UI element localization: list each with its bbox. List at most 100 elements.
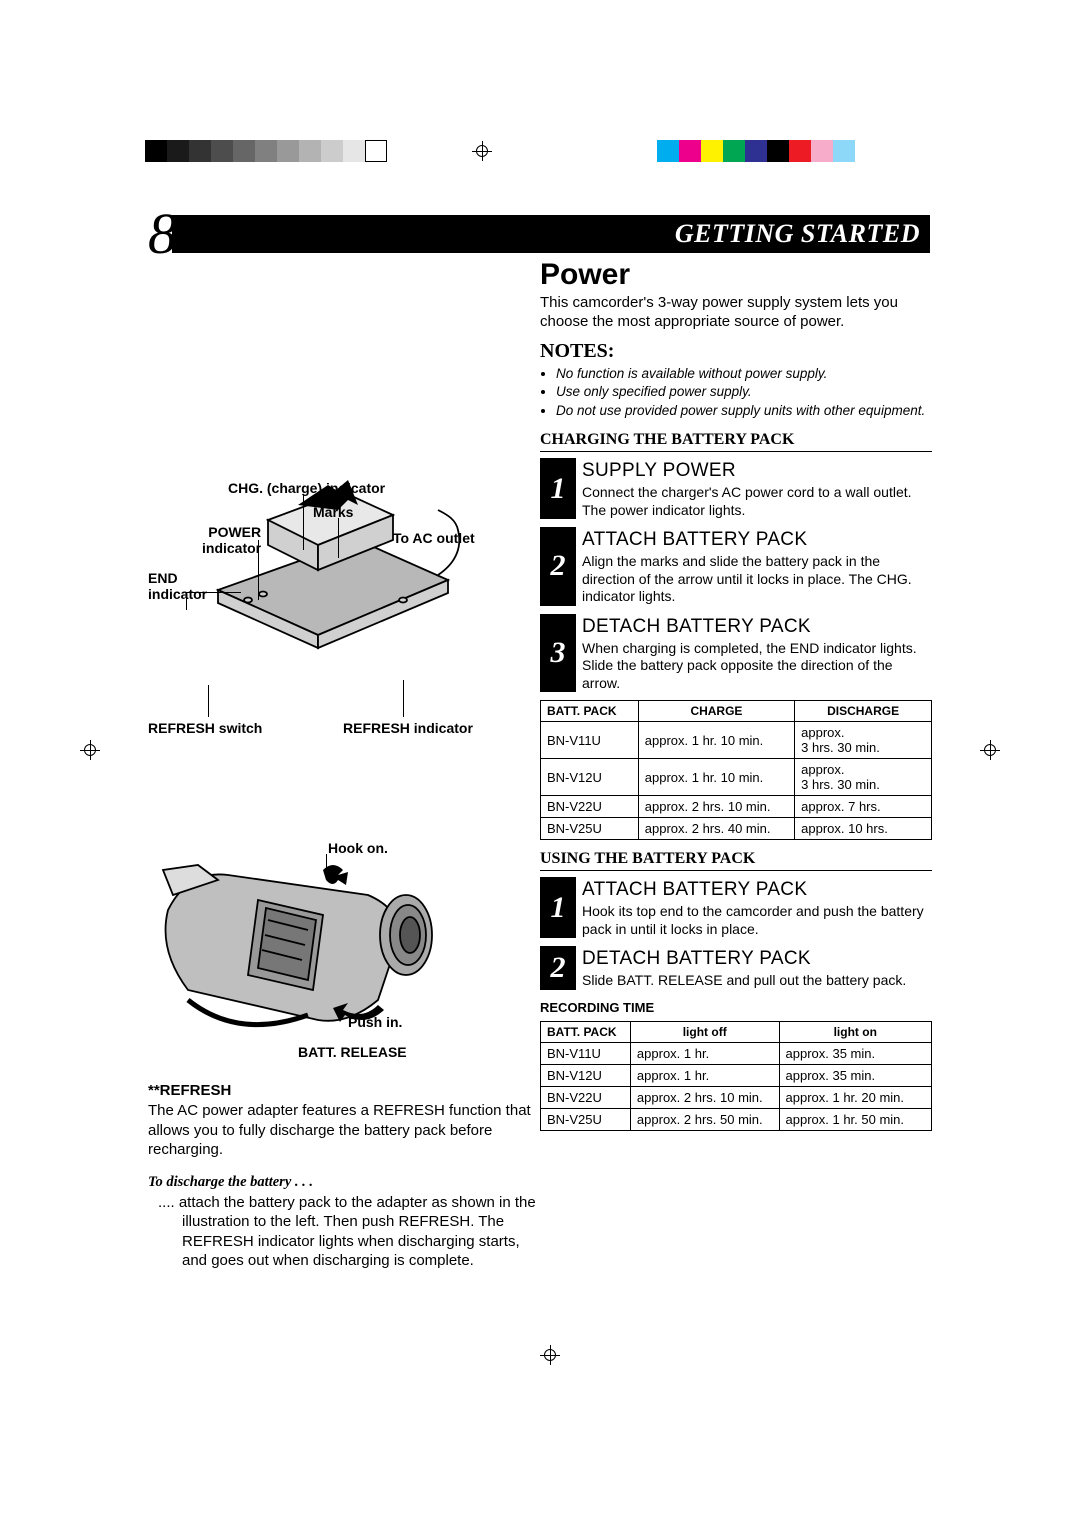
subheading-charging: CHARGING THE BATTERY PACK bbox=[540, 431, 932, 452]
step: 2 DETACH BATTERY PACK Slide BATT. RELEASE … bbox=[540, 946, 932, 990]
note-item: Use only specified power supply. bbox=[556, 383, 932, 402]
page-title: Power bbox=[540, 258, 932, 292]
table-cell: approx.3 hrs. 30 min. bbox=[795, 722, 932, 759]
step-text: Connect the charger's AC power cord to a… bbox=[582, 484, 932, 519]
note-item: Do not use provided power supply units w… bbox=[556, 402, 932, 421]
step-number: 1 bbox=[540, 877, 576, 938]
table-cell: BN-V11U bbox=[541, 722, 639, 759]
label-chg-indicator: CHG. (charge) indicator bbox=[228, 480, 385, 496]
label-batt-release: BATT. RELEASE bbox=[298, 1044, 407, 1060]
swatch bbox=[657, 140, 679, 162]
table-cell: approx.3 hrs. 30 min. bbox=[795, 759, 932, 796]
swatch bbox=[299, 140, 321, 162]
step-title: DETACH BATTERY PACK bbox=[582, 616, 932, 638]
crosshair-icon bbox=[980, 740, 1000, 760]
recording-time-table: BATT. PACKlight offlight onBN-V11Uapprox… bbox=[540, 1021, 932, 1131]
table-cell: approx. 10 hrs. bbox=[795, 818, 932, 840]
step-number: 3 bbox=[540, 614, 576, 693]
table-header: light off bbox=[630, 1021, 779, 1042]
table-cell: BN-V22U bbox=[541, 1086, 631, 1108]
step-text: When charging is completed, the END indi… bbox=[582, 640, 932, 693]
table-cell: BN-V12U bbox=[541, 1064, 631, 1086]
step-number: 1 bbox=[540, 458, 576, 519]
label-marks: Marks bbox=[313, 504, 353, 520]
camcorder-diagram: Hook on. Push in. BATT. RELEASE bbox=[148, 840, 538, 1070]
recording-time-caption: RECORDING TIME bbox=[540, 1000, 932, 1015]
step-title: ATTACH BATTERY PACK bbox=[582, 879, 932, 901]
note-item: No function is available without power s… bbox=[556, 365, 932, 384]
swatch bbox=[255, 140, 277, 162]
table-cell: approx. 7 hrs. bbox=[795, 796, 932, 818]
step: 1 SUPPLY POWERConnect the charger's AC po… bbox=[540, 458, 932, 519]
label-ac-outlet: To AC outlet bbox=[393, 530, 475, 546]
table-row: BN-V11Uapprox. 1 hr. 10 min.approx.3 hrs… bbox=[541, 722, 932, 759]
table-row: BN-V22Uapprox. 2 hrs. 10 min.approx. 7 h… bbox=[541, 796, 932, 818]
discharge-text: .... attach the battery pack to the adap… bbox=[182, 1193, 540, 1271]
table-cell: approx. 1 hr. 50 min. bbox=[779, 1108, 932, 1130]
swatch bbox=[167, 140, 189, 162]
swatch bbox=[723, 140, 745, 162]
table-row: BN-V11Uapprox. 1 hr.approx. 35 min. bbox=[541, 1042, 932, 1064]
left-column: CHG. (charge) indicator Marks POWER indi… bbox=[148, 410, 540, 1271]
swatch bbox=[789, 140, 811, 162]
swatch bbox=[365, 140, 387, 162]
charge-table: BATT. PACKCHARGEDISCHARGEBN-V11Uapprox. … bbox=[540, 700, 932, 840]
table-cell: approx. 2 hrs. 10 min. bbox=[630, 1086, 779, 1108]
table-header: CHARGE bbox=[638, 701, 794, 722]
table-header: BATT. PACK bbox=[541, 1021, 631, 1042]
table-cell: BN-V11U bbox=[541, 1042, 631, 1064]
table-row: BN-V12Uapprox. 1 hr.approx. 35 min. bbox=[541, 1064, 932, 1086]
step-number: 2 bbox=[540, 527, 576, 606]
table-header: BATT. PACK bbox=[541, 701, 639, 722]
table-cell: approx. 35 min. bbox=[779, 1042, 932, 1064]
step-text: Align the marks and slide the battery pa… bbox=[582, 553, 932, 606]
charger-diagram: CHG. (charge) indicator Marks POWER indi… bbox=[148, 480, 538, 760]
table-cell: approx. 2 hrs. 50 min. bbox=[630, 1108, 779, 1130]
step-text: Slide BATT. RELEASE and pull out the bat… bbox=[582, 972, 932, 990]
step-number: 2 bbox=[540, 946, 576, 990]
swatch bbox=[811, 140, 833, 162]
swatch bbox=[321, 140, 343, 162]
crosshair-icon bbox=[472, 141, 492, 161]
step-title: SUPPLY POWER bbox=[582, 460, 932, 482]
section-header: GETTING STARTED bbox=[172, 215, 930, 253]
table-row: BN-V22Uapprox. 2 hrs. 10 min.approx. 1 h… bbox=[541, 1086, 932, 1108]
label-refresh-switch: REFRESH switch bbox=[148, 720, 262, 736]
table-row: BN-V25Uapprox. 2 hrs. 50 min.approx. 1 h… bbox=[541, 1108, 932, 1130]
swatch bbox=[767, 140, 789, 162]
step-title: DETACH BATTERY PACK bbox=[582, 948, 932, 970]
step: 1 ATTACH BATTERY PACKHook its top end to … bbox=[540, 877, 932, 938]
table-cell: approx. 1 hr. 20 min. bbox=[779, 1086, 932, 1108]
table-cell: BN-V12U bbox=[541, 759, 639, 796]
step: 3 DETACH BATTERY PACKWhen charging is com… bbox=[540, 614, 932, 693]
refresh-text: The AC power adapter features a REFRESH … bbox=[148, 1101, 540, 1160]
step-title: ATTACH BATTERY PACK bbox=[582, 529, 932, 551]
swatch bbox=[211, 140, 233, 162]
swatch bbox=[343, 140, 365, 162]
label-refresh-indicator: REFRESH indicator bbox=[343, 720, 473, 736]
table-cell: approx. 1 hr. 10 min. bbox=[638, 759, 794, 796]
step: 2 ATTACH BATTERY PACKAlign the marks and … bbox=[540, 527, 932, 606]
table-cell: approx. 1 hr. 10 min. bbox=[638, 722, 794, 759]
table-cell: BN-V25U bbox=[541, 1108, 631, 1130]
registration-bar bbox=[0, 140, 1080, 162]
table-header: DISCHARGE bbox=[795, 701, 932, 722]
table-row: BN-V12Uapprox. 1 hr. 10 min.approx.3 hrs… bbox=[541, 759, 932, 796]
camcorder-icon bbox=[148, 840, 458, 1040]
swatch bbox=[833, 140, 855, 162]
table-row: BN-V25Uapprox. 2 hrs. 40 min.approx. 10 … bbox=[541, 818, 932, 840]
right-column: Power This camcorder's 3-way power suppl… bbox=[540, 258, 932, 1141]
crosshair-icon bbox=[540, 1345, 560, 1365]
table-cell: approx. 2 hrs. 40 min. bbox=[638, 818, 794, 840]
swatch bbox=[277, 140, 299, 162]
table-cell: BN-V25U bbox=[541, 818, 639, 840]
notes-list: No function is available without power s… bbox=[556, 365, 932, 422]
label-power-indicator: POWER indicator bbox=[202, 524, 261, 556]
step-text: Hook its top end to the camcorder and pu… bbox=[582, 903, 932, 938]
crosshair-icon bbox=[80, 740, 100, 760]
label-push-in: Push in. bbox=[348, 1014, 402, 1030]
swatch bbox=[679, 140, 701, 162]
swatch bbox=[189, 140, 211, 162]
discharge-heading: To discharge the battery . . . bbox=[148, 1174, 540, 1191]
swatch bbox=[745, 140, 767, 162]
